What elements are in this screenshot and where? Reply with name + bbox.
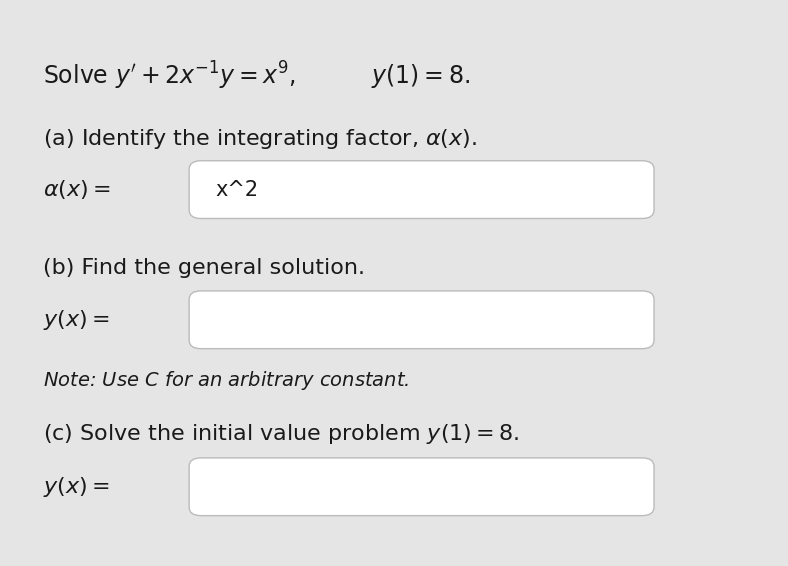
Text: $y(x) = $: $y(x) = $ [43,475,110,499]
Text: (b) Find the general solution.: (b) Find the general solution. [43,258,366,277]
Text: $y(x) = $: $y(x) = $ [43,308,110,332]
FancyBboxPatch shape [189,161,654,218]
Text: x^2: x^2 [215,179,258,200]
Text: Note: Use $C$ for an arbitrary constant.: Note: Use $C$ for an arbitrary constant. [43,369,410,392]
Text: Solve $y' + 2x^{-1}y = x^9$,          $y(1) = 8.$: Solve $y' + 2x^{-1}y = x^9$, $y(1) = 8.$ [43,59,470,92]
FancyBboxPatch shape [189,291,654,349]
FancyBboxPatch shape [189,458,654,516]
Text: (c) Solve the initial value problem $y(1) = 8.$: (c) Solve the initial value problem $y(1… [43,422,520,445]
Text: (a) Identify the integrating factor, $\alpha(x)$.: (a) Identify the integrating factor, $\a… [43,127,478,151]
Text: $\alpha(x) = $: $\alpha(x) = $ [43,178,111,201]
